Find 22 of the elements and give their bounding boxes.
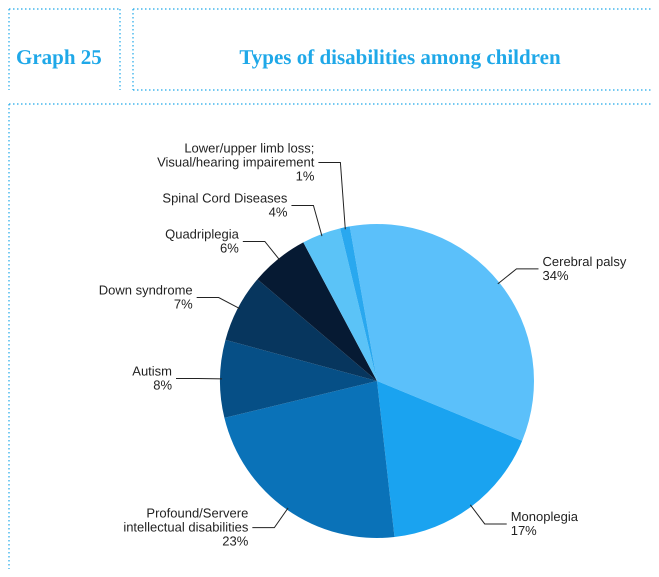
- pie-slice: [257, 242, 377, 381]
- data-label: 4%: [268, 204, 288, 220]
- caption: Graph 25: [16, 45, 102, 69]
- data-label: 7%: [174, 296, 194, 312]
- data-label: 23%: [222, 534, 249, 549]
- slice-label: Autism: [132, 364, 172, 378]
- slice-label: Quadriplegia: [165, 226, 240, 242]
- data-label: 34%: [542, 268, 569, 283]
- slice-label: Down syndrome: [98, 282, 193, 298]
- pie-slice: [220, 340, 377, 418]
- data-label: 17%: [510, 522, 538, 538]
- slice-label: Spinal Cord Diseases: [162, 190, 288, 206]
- chart-title: Types of disabilities among children: [239, 45, 561, 69]
- data-label: 6%: [220, 240, 240, 256]
- data-label: 1%: [296, 168, 315, 184]
- slice-label: Profound/Servere intellectual disabilities: [123, 506, 249, 535]
- pie-slice: [340, 226, 377, 381]
- slice-label: Monoplegia: [510, 508, 579, 524]
- data-label: 8%: [153, 378, 172, 392]
- pie-slice: [225, 279, 377, 381]
- slice-label: Lower/upper limb loss; Visual/hearing impairement: [157, 140, 315, 170]
- slice-label: Cerebral palsy: [542, 254, 627, 269]
